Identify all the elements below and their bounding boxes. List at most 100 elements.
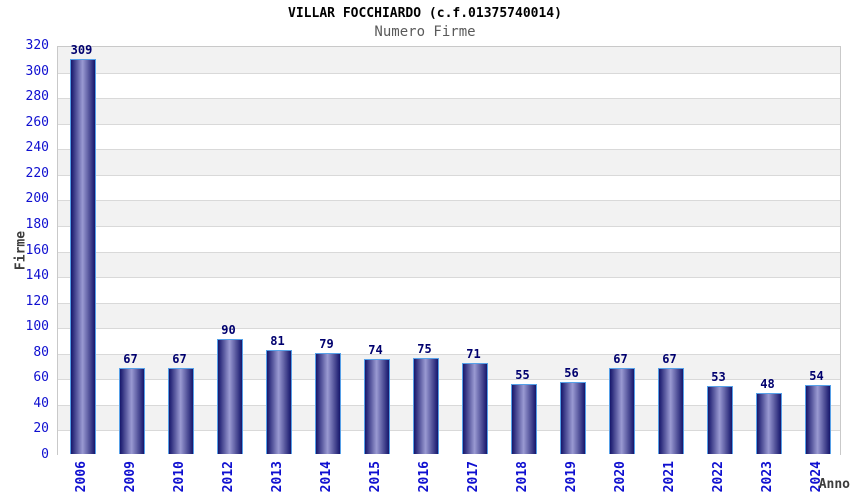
y-tick-label: 180 xyxy=(25,216,49,232)
bar-value-label: 67 xyxy=(662,352,677,366)
x-tick-label-text: 2010 xyxy=(172,461,187,493)
x-tick-label-text: 2021 xyxy=(662,461,677,493)
bar-2018 xyxy=(510,384,537,454)
gridline xyxy=(58,379,840,381)
bar-2016 xyxy=(412,358,439,454)
x-tick-label-2014: 2014 xyxy=(317,461,337,500)
y-tick-label: 200 xyxy=(25,191,49,207)
x-tick-label-text: 2015 xyxy=(368,461,383,493)
plot-band xyxy=(58,47,840,73)
bar-2006 xyxy=(69,59,96,454)
x-tick-label-2016: 2016 xyxy=(415,461,435,500)
x-tick-label-2022: 2022 xyxy=(709,461,729,500)
plot-band xyxy=(58,174,840,201)
x-tick-label-2018: 2018 xyxy=(513,461,533,500)
gridline xyxy=(58,251,840,253)
bar-value-label: 74 xyxy=(368,343,383,357)
x-tick-label-text: 2017 xyxy=(466,461,481,493)
bar-2015 xyxy=(363,359,390,454)
y-tick-label: 320 xyxy=(25,38,49,53)
bar-2012 xyxy=(216,339,243,454)
bar-value-label: 55 xyxy=(515,368,530,382)
x-tick-label-2012: 2012 xyxy=(219,461,239,500)
gridline xyxy=(58,72,840,74)
plot-band xyxy=(58,277,840,303)
gridline xyxy=(58,225,840,227)
y-tick-label: 80 xyxy=(33,344,49,360)
gridline xyxy=(58,302,840,304)
x-tick-label-2020: 2020 xyxy=(611,461,631,500)
x-tick-label-2021: 2021 xyxy=(660,461,680,500)
bar-2009 xyxy=(118,368,145,454)
bar-value-label: 79 xyxy=(319,337,334,351)
y-tick-label: 20 xyxy=(33,421,49,437)
x-tick-label-2015: 2015 xyxy=(366,461,386,500)
plot-band xyxy=(58,225,840,252)
bar-value-label: 309 xyxy=(70,43,93,57)
bar-2010 xyxy=(167,368,194,454)
x-tick-label-2019: 2019 xyxy=(562,461,582,500)
y-tick-label: 140 xyxy=(25,268,49,284)
gridline xyxy=(58,123,840,125)
gridline xyxy=(58,404,840,406)
bar-2022 xyxy=(706,386,733,454)
plot-band xyxy=(58,302,840,329)
x-tick-label-text: 2014 xyxy=(319,461,334,493)
x-tick-label-text: 2022 xyxy=(711,461,726,493)
x-tick-label-text: 2006 xyxy=(74,461,89,493)
x-tick-label-text: 2013 xyxy=(270,461,285,493)
x-tick-label-text: 2018 xyxy=(515,461,530,493)
x-tick-label-text: 2019 xyxy=(564,461,579,493)
y-tick-label: 0 xyxy=(41,447,49,462)
gridline xyxy=(58,149,840,151)
y-tick-label: 240 xyxy=(25,140,49,156)
gridline xyxy=(58,174,840,176)
x-axis-title: Anno xyxy=(818,477,850,492)
plot-band xyxy=(58,72,840,99)
x-tick-label-text: 2020 xyxy=(613,461,628,493)
bar-value-label: 48 xyxy=(760,377,775,391)
bar-value-label: 71 xyxy=(466,347,481,361)
gridline xyxy=(58,277,840,279)
bar-value-label: 81 xyxy=(270,334,285,348)
y-tick-label: 300 xyxy=(25,63,49,79)
bar-2019 xyxy=(559,382,586,454)
bar-value-label: 67 xyxy=(123,352,138,366)
bar-value-label: 67 xyxy=(613,352,628,366)
plot-band xyxy=(58,328,840,354)
x-tick-label-text: 2009 xyxy=(123,461,138,493)
y-tick-label: 100 xyxy=(25,319,49,335)
bar-value-label: 90 xyxy=(221,323,236,337)
bar-2014 xyxy=(314,353,341,454)
gridline xyxy=(58,430,840,432)
bar-value-label: 54 xyxy=(809,369,824,383)
bar-value-label: 67 xyxy=(172,352,187,366)
gridline xyxy=(58,98,840,100)
x-tick-label-2009: 2009 xyxy=(121,461,141,500)
gridline xyxy=(58,200,840,202)
y-tick-label: 120 xyxy=(25,293,49,309)
x-tick-label-2006: 2006 xyxy=(72,461,92,500)
bar-value-label: 75 xyxy=(417,342,432,356)
bar-2021 xyxy=(657,368,684,454)
y-tick-label: 160 xyxy=(25,242,49,258)
bar-2023 xyxy=(755,393,782,454)
chart-title: VILLAR FOCCHIARDO (c.f.01375740014) xyxy=(288,6,562,21)
plot-band xyxy=(58,149,840,175)
plot-band xyxy=(58,123,840,150)
chart-subtitle: Numero Firme xyxy=(374,24,476,40)
y-tick-label: 220 xyxy=(25,165,49,181)
y-tick-label: 280 xyxy=(25,89,49,105)
plot-area xyxy=(57,46,841,456)
x-tick-label-text: 2012 xyxy=(221,461,236,493)
x-tick-label-text: 2023 xyxy=(760,461,775,493)
y-tick-label: 60 xyxy=(33,370,49,386)
bar-2017 xyxy=(461,363,488,454)
bar-value-label: 53 xyxy=(711,370,726,384)
y-tick-label: 40 xyxy=(33,395,49,411)
plot-band xyxy=(58,98,840,124)
plot-band xyxy=(58,200,840,226)
x-tick-label-text: 2016 xyxy=(417,461,432,493)
y-tick-label: 260 xyxy=(25,114,49,130)
